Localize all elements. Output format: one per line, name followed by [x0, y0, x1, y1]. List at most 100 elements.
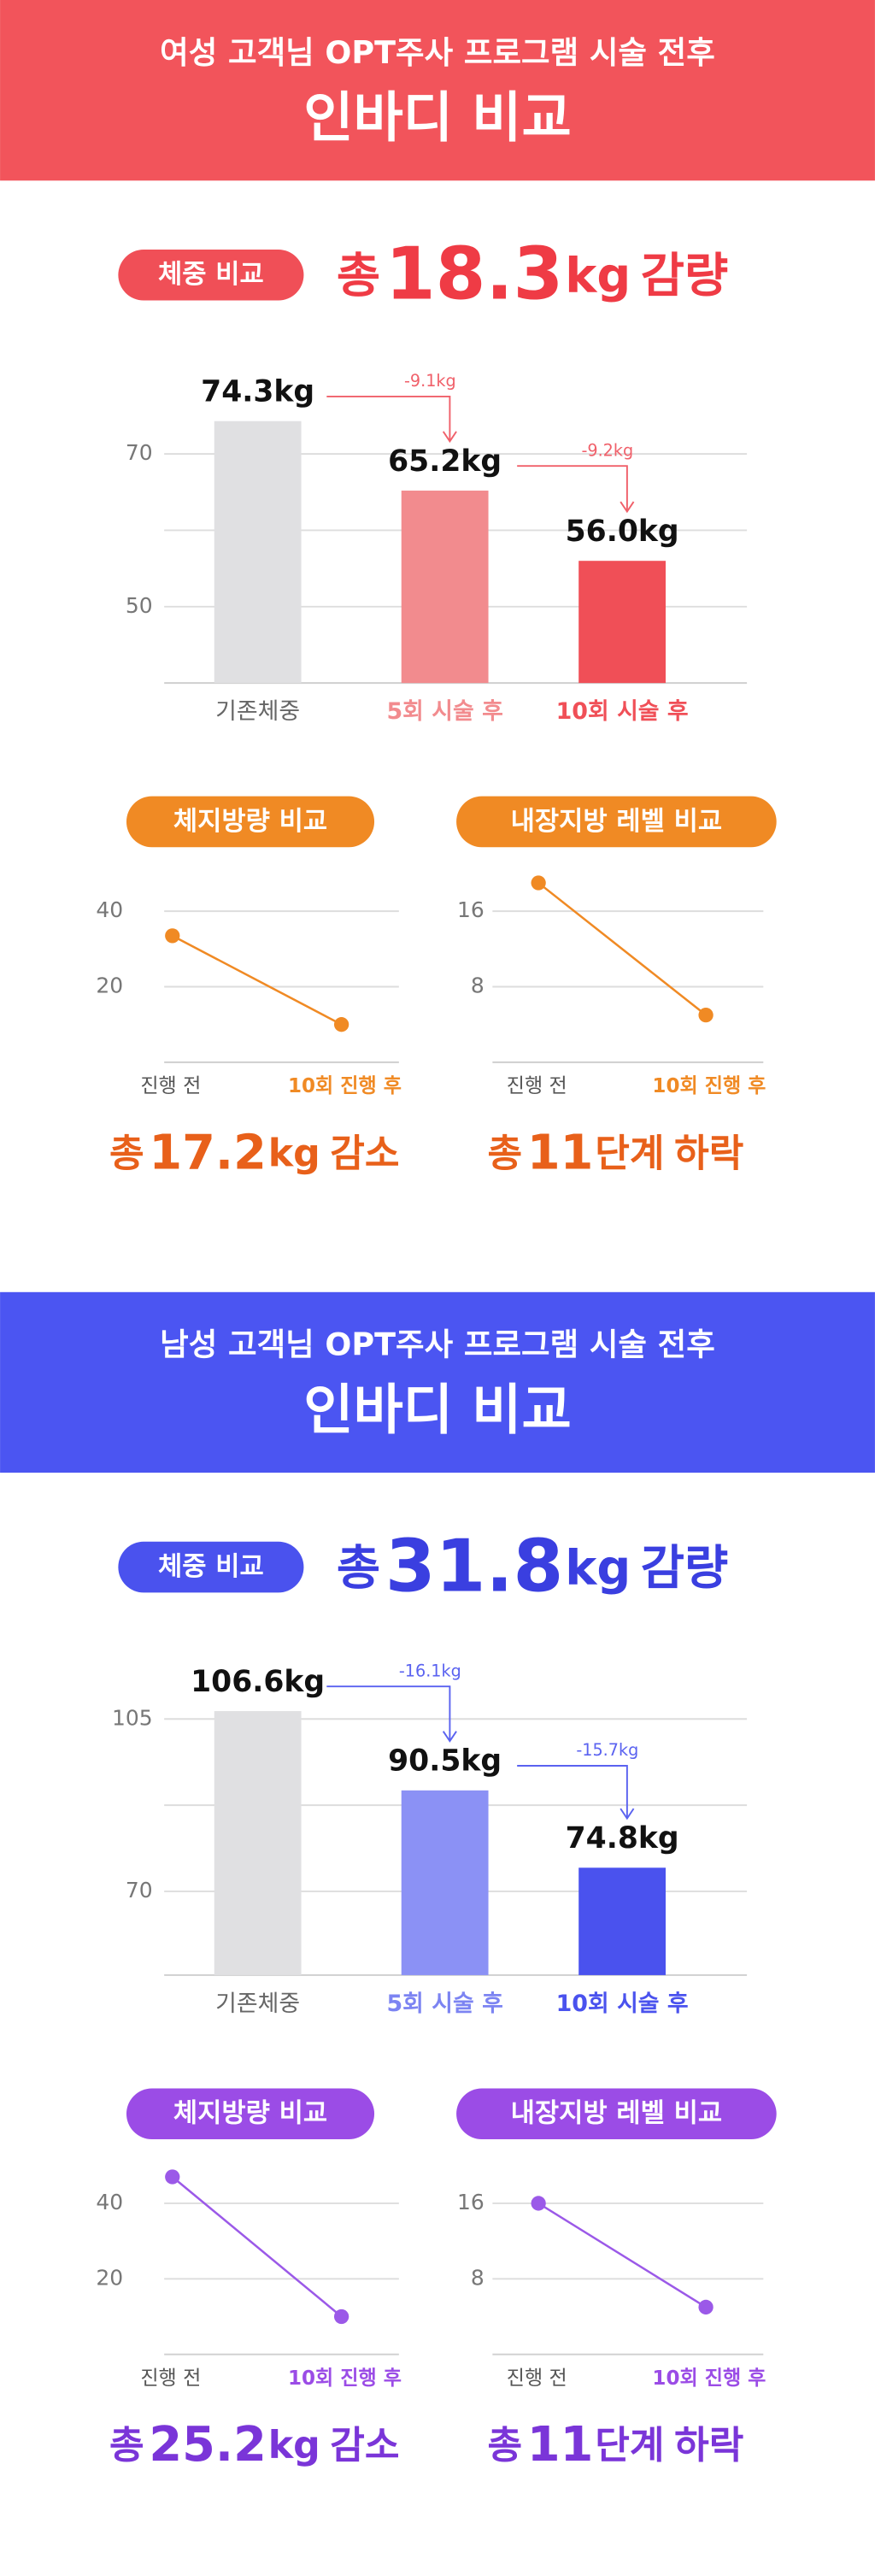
annotation: -9.1kg	[404, 371, 456, 391]
point	[165, 928, 180, 944]
header-line1: 남성 고객님 OPT주사 프로그램 시술 전후	[160, 1326, 715, 1363]
value-label: 106.6kg	[191, 1665, 325, 1699]
y-tick-label: 40	[96, 2190, 123, 2214]
badge-label: 내장지방 레벨 비교	[511, 806, 722, 837]
y-tick-label: 70	[126, 440, 153, 465]
header-line2: 인바디 비교	[303, 86, 572, 150]
header-line2: 인바디 비교	[303, 1379, 572, 1442]
summary-number: 11	[527, 1125, 594, 1180]
summary-unit: kg	[565, 249, 631, 304]
summary-prefix: 총	[109, 1132, 144, 1175]
badge	[126, 2088, 375, 2140]
y-tick-label: 20	[96, 973, 123, 998]
header-band	[0, 0, 875, 181]
y-tick-label: 105	[112, 1705, 153, 1730]
badge-label: 체중 비교	[158, 1551, 264, 1582]
header-line1: 여성 고객님 OPT주사 프로그램 시술 전후	[160, 34, 715, 71]
x-tick-label: 10회 시술 후	[556, 1991, 689, 2017]
line	[537, 2202, 707, 2308]
x-tick-label: 5회 시술 후	[386, 1991, 502, 2017]
bar	[214, 1711, 302, 1975]
annotation-arrow	[326, 395, 451, 442]
point	[165, 2169, 180, 2185]
line	[172, 934, 343, 1026]
summary-unit: kg	[268, 2424, 320, 2467]
point	[698, 1007, 714, 1023]
bar	[401, 1790, 489, 1975]
y-tick-label: 8	[471, 2265, 484, 2290]
summary-number: 31.8	[385, 1524, 564, 1608]
summary-suffix: 하락	[674, 2424, 743, 2467]
summary-prefix: 총	[487, 1132, 522, 1175]
y-tick-label: 20	[96, 2265, 123, 2290]
y-tick-label: 16	[457, 2190, 484, 2214]
arrow-head	[620, 1808, 635, 1820]
summary-suffix: 하락	[674, 1132, 743, 1175]
value-label: 56.0kg	[566, 515, 679, 549]
line	[171, 2176, 343, 2318]
point	[531, 875, 546, 891]
summary-number: 25.2	[149, 2417, 266, 2473]
x-tick-label: 진행 전	[140, 1075, 201, 1097]
summary: 총 18.3kg 감량	[337, 232, 728, 316]
x-tick-label: 진행 전	[507, 2367, 567, 2390]
badge	[118, 1541, 304, 1593]
value-label: 90.5kg	[388, 1744, 502, 1779]
bar	[214, 421, 302, 684]
annotation: -15.7kg	[576, 1740, 638, 1760]
y-tick-label: 16	[457, 897, 484, 922]
y-tick-label: 8	[471, 973, 484, 998]
summary-unit: 단계	[595, 1132, 664, 1175]
bar	[401, 491, 489, 684]
summary-prefix: 총	[487, 2424, 522, 2467]
x-tick-label: 10회 진행 후	[652, 1075, 766, 1097]
annotation-arrow	[517, 1765, 628, 1819]
summary: 총 31.8kg 감량	[337, 1524, 728, 1608]
badge-label: 내장지방 레벨 비교	[511, 2098, 722, 2129]
summary-unit: kg	[565, 1540, 631, 1596]
badge-label: 체지방량 비교	[173, 806, 327, 837]
point	[531, 2196, 546, 2211]
arrow-head	[442, 1731, 457, 1743]
annotation: -16.1kg	[399, 1661, 461, 1680]
header-band	[0, 1291, 875, 1473]
value-label: 74.8kg	[566, 1821, 679, 1856]
x-tick-label: 5회 시술 후	[386, 698, 502, 725]
bar	[578, 1867, 667, 1975]
annotation: -9.2kg	[581, 440, 633, 460]
y-tick-label: 50	[126, 593, 153, 618]
summary-number: 17.2	[149, 1125, 266, 1180]
summary: 총 11단계 하락	[487, 2417, 743, 2473]
x-tick-label: 10회 진행 후	[652, 2367, 766, 2390]
y-tick-label: 70	[126, 1878, 153, 1903]
x-tick-label: 진행 전	[140, 2367, 201, 2390]
summary-unit: kg	[268, 1132, 320, 1175]
point	[333, 2308, 349, 2325]
summary: 총 17.2kg 감소	[109, 1125, 400, 1180]
badge	[118, 249, 304, 301]
badge	[456, 796, 777, 848]
badge	[456, 2088, 777, 2140]
badge	[126, 796, 375, 848]
annotation-arrow	[326, 1685, 451, 1742]
annotation-arrow	[517, 465, 628, 512]
summary-suffix: 감소	[330, 1132, 399, 1175]
point	[698, 2299, 714, 2315]
x-tick-label: 10회 진행 후	[288, 2367, 402, 2390]
x-tick-label: 기존체중	[215, 698, 300, 725]
arrow-head	[442, 431, 457, 444]
summary-suffix: 감량	[641, 249, 728, 304]
point	[333, 1017, 349, 1032]
arrow-head	[620, 501, 635, 514]
summary-prefix: 총	[109, 2424, 144, 2467]
x-tick-label: 10회 진행 후	[288, 1075, 402, 1097]
badge-label: 체중 비교	[158, 259, 264, 290]
badge-label: 체지방량 비교	[173, 2098, 327, 2129]
summary: 총 25.2kg 감소	[109, 2417, 400, 2473]
value-label: 74.3kg	[201, 375, 314, 409]
summary-unit: 단계	[595, 2424, 664, 2467]
summary-prefix: 총	[337, 249, 380, 304]
line	[537, 882, 707, 1016]
summary-suffix: 감량	[641, 1540, 728, 1596]
